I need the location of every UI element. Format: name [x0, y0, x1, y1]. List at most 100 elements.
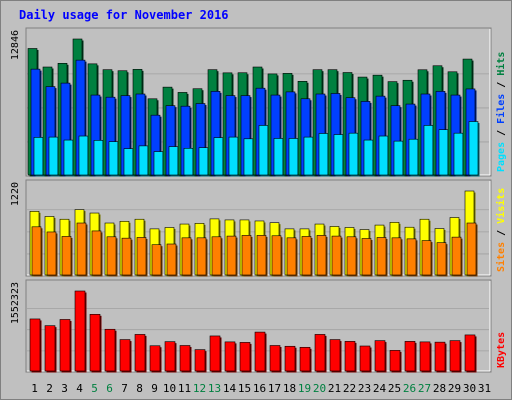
x-tick-label: 8: [136, 382, 143, 395]
x-tick-label: 10: [163, 382, 176, 395]
panel-max-label: 1220: [10, 182, 21, 206]
bar-sites-day-17: [271, 235, 283, 277]
x-tick-label: 26: [403, 382, 416, 395]
bar-kbytes-day-13: [209, 335, 222, 373]
bar-sites-day-29: [451, 236, 463, 277]
x-tick-label: 17: [268, 382, 281, 395]
x-tick-label: 23: [358, 382, 371, 395]
legend-entry: Sites: [495, 242, 507, 272]
bar-kbytes-day-28: [434, 341, 447, 373]
panel-bars: [29, 290, 477, 373]
bar-pages-day-30: [468, 121, 480, 177]
bar-sites-day-3: [61, 236, 73, 277]
x-tick-label: 3: [61, 382, 68, 395]
bar-kbytes-day-14: [224, 341, 237, 373]
bar-sites-day-23: [361, 238, 373, 277]
legend-entry: Hits: [495, 52, 507, 76]
x-tick-label: 21: [328, 382, 341, 395]
bar-kbytes-day-20: [314, 334, 327, 373]
bar-kbytes-day-6: [104, 328, 117, 373]
panel-max-label: 1552323: [10, 282, 21, 324]
bar-kbytes-day-7: [119, 339, 132, 373]
bar-sites-day-2: [46, 231, 58, 277]
bar-sites-day-20: [316, 235, 328, 277]
bar-kbytes-day-5: [89, 314, 102, 373]
x-tick-label: 29: [448, 382, 461, 395]
bar-kbytes-day-18: [284, 345, 297, 373]
panel-kbytes: 1552323 KBytes: [10, 279, 507, 373]
x-tick-label: 4: [76, 382, 83, 395]
panel-bars: [29, 190, 478, 277]
bar-kbytes-day-11: [179, 345, 192, 373]
bar-sites-day-13: [211, 236, 223, 277]
bar-kbytes-day-9: [149, 345, 162, 373]
bar-kbytes-day-30: [464, 334, 477, 373]
x-tick-label: 15: [238, 382, 251, 395]
legend-entry: Files: [495, 94, 507, 124]
bar-kbytes-day-17: [269, 345, 282, 373]
panel-max-label: 12846: [10, 30, 21, 60]
panel-hits_files_pages: 12846 Pages / Files / Hits: [10, 27, 507, 177]
x-tick-label: 24: [373, 382, 387, 395]
x-tick-label: 18: [283, 382, 296, 395]
bar-kbytes-day-10: [164, 341, 177, 373]
x-tick-label: 30: [463, 382, 476, 395]
legend-entry: Visits: [495, 188, 507, 224]
x-tick-label: 12: [193, 382, 206, 395]
bar-sites-day-6: [106, 236, 118, 277]
bar-sites-day-5: [91, 230, 103, 277]
bar-sites-day-18: [286, 237, 298, 277]
bar-kbytes-day-21: [329, 339, 342, 373]
x-tick-label: 31: [478, 382, 491, 395]
panel-visits_sites: 1220 Sites / Visits: [10, 179, 507, 277]
bar-kbytes-day-16: [254, 331, 267, 373]
x-tick-label: 25: [388, 382, 401, 395]
panel-legend: Pages / Files / Hits: [495, 52, 507, 172]
x-tick-label: 22: [343, 382, 356, 395]
bar-sites-day-24: [376, 237, 388, 277]
bar-sites-day-11: [181, 237, 193, 277]
bar-sites-day-14: [226, 235, 238, 277]
bar-sites-day-8: [136, 237, 148, 277]
x-tick-label: 7: [121, 382, 128, 395]
bar-sites-day-16: [256, 235, 268, 277]
x-tick-label: 6: [106, 382, 113, 395]
bar-kbytes-day-12: [194, 349, 207, 373]
bar-kbytes-day-19: [299, 346, 312, 373]
x-tick-label: 5: [91, 382, 98, 395]
x-tick-label: 2: [46, 382, 53, 395]
x-tick-label: 20: [313, 382, 326, 395]
bar-kbytes-day-1: [29, 318, 42, 373]
bar-sites-day-28: [436, 242, 448, 277]
bar-sites-day-27: [421, 240, 433, 277]
bar-sites-day-10: [166, 243, 178, 277]
x-tick-label: 11: [178, 382, 191, 395]
panel-legend: Sites / Visits: [495, 188, 507, 272]
bar-sites-day-25: [391, 237, 403, 277]
bar-sites-day-21: [331, 235, 343, 277]
bar-kbytes-day-3: [59, 319, 72, 373]
panel-bars: [27, 38, 480, 177]
bar-sites-day-7: [121, 237, 133, 277]
legend-entry: Pages: [496, 142, 507, 172]
x-tick-label: 1: [31, 382, 38, 395]
bar-kbytes-day-8: [134, 334, 147, 373]
bar-sites-day-15: [241, 235, 253, 277]
bar-sites-day-22: [346, 236, 358, 277]
bar-sites-day-4: [76, 222, 88, 277]
bar-kbytes-day-15: [239, 342, 252, 373]
x-tick-label: 27: [418, 382, 431, 395]
bar-kbytes-day-23: [359, 345, 372, 373]
x-tick-label: 9: [151, 382, 158, 395]
panel-legend: KBytes: [496, 332, 507, 368]
bar-sites-day-12: [196, 237, 208, 277]
bar-kbytes-day-25: [389, 350, 402, 373]
x-tick-label: 28: [433, 382, 446, 395]
bar-kbytes-day-29: [449, 340, 462, 373]
bar-sites-day-30: [466, 222, 478, 277]
bar-sites-day-9: [151, 244, 163, 277]
x-tick-label: 13: [208, 382, 221, 395]
bar-sites-day-19: [301, 236, 313, 277]
x-tick-label: 16: [253, 382, 266, 395]
